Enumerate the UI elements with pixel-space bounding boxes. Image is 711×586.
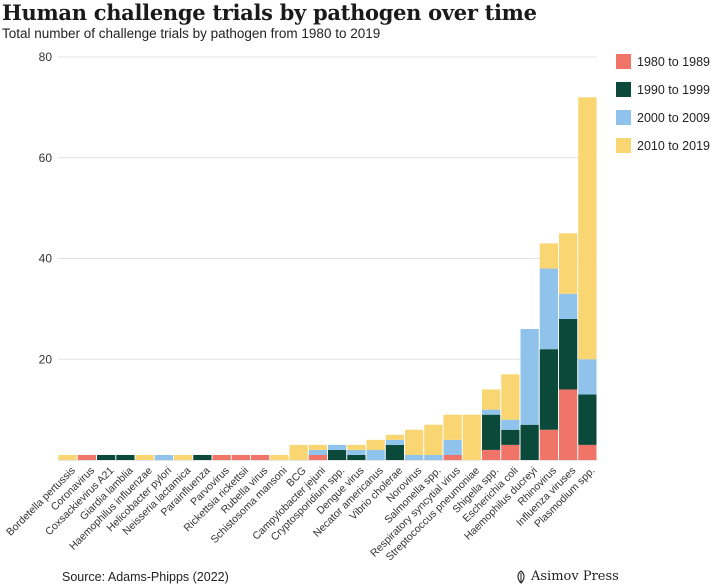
- bar-segment: [539, 268, 558, 350]
- bar-segment: [578, 444, 597, 460]
- bar-segment: [405, 454, 424, 460]
- bar-segment: [193, 454, 212, 460]
- legend-item: 1980 to 1989: [616, 54, 710, 69]
- bar-segment: [443, 454, 462, 460]
- bar-segment: [251, 454, 270, 460]
- bar-segment: [578, 394, 597, 445]
- bar-segment: [212, 454, 231, 460]
- bar-segment: [385, 444, 404, 460]
- bar-segment: [154, 454, 173, 460]
- legend-item: 2000 to 2009: [616, 110, 710, 125]
- bar-segment: [482, 409, 501, 415]
- bar-segment: [501, 444, 520, 460]
- bar-segment: [116, 454, 135, 460]
- bar-segment: [97, 454, 116, 460]
- y-tick-label: 20: [39, 352, 53, 366]
- legend-swatch: [616, 82, 631, 97]
- bar-segment: [520, 329, 539, 425]
- bar-segment: [462, 414, 481, 460]
- bar-segment: [559, 318, 578, 390]
- bar-segment: [443, 414, 462, 440]
- legend-swatch: [616, 54, 631, 69]
- legend-label: 2010 to 2019: [637, 138, 710, 153]
- bar-segment: [366, 439, 385, 450]
- bar-segment: [347, 444, 366, 450]
- bar-segment: [270, 454, 289, 460]
- y-tick-label: 80: [39, 50, 53, 64]
- bar-segment: [347, 454, 366, 460]
- x-tick-labels: Bordetella pertussisCoronavirusCoxsackie…: [4, 465, 597, 564]
- bar-segment: [539, 349, 558, 430]
- bars: [58, 97, 597, 460]
- y-tick-label: 60: [39, 151, 53, 165]
- legend-item: 2010 to 2019: [616, 138, 710, 153]
- bar-segment: [520, 424, 539, 460]
- bar-segment: [308, 454, 327, 460]
- bar-segment: [308, 449, 327, 455]
- legend-label: 1980 to 1989: [637, 54, 710, 69]
- bar-segment: [482, 414, 501, 450]
- brand-logo: Asimov Press: [515, 569, 619, 584]
- bar-segment: [482, 449, 501, 460]
- bar-segment: [58, 454, 77, 460]
- bar-segment: [385, 434, 404, 440]
- bar-segment: [405, 429, 424, 455]
- legend-item: 1990 to 1999: [616, 82, 710, 97]
- bar-segment: [328, 444, 347, 450]
- bar-segment: [482, 389, 501, 410]
- chart-title: Human challenge trials by pathogen over …: [2, 0, 537, 25]
- bar-segment: [559, 293, 578, 319]
- source-note: Source: Adams-Phipps (2022): [62, 570, 229, 584]
- bar-segment: [578, 359, 597, 395]
- bar-segment: [539, 243, 558, 269]
- y-tick-label: 40: [39, 252, 53, 266]
- bar-segment: [501, 374, 520, 420]
- bar-segment: [424, 454, 443, 460]
- bar-segment: [559, 233, 578, 294]
- bar-segment: [231, 454, 250, 460]
- bar-segment: [559, 389, 578, 460]
- bar-segment: [77, 454, 96, 460]
- legend-swatch: [616, 110, 631, 125]
- bar-segment: [539, 429, 558, 460]
- bar-segment: [366, 449, 385, 460]
- bar-segment: [347, 449, 366, 455]
- bar-segment: [328, 449, 347, 460]
- bar-segment: [501, 419, 520, 430]
- bar-segment: [135, 454, 154, 460]
- bar-segment: [174, 454, 193, 460]
- legend-swatch: [616, 138, 631, 153]
- bar-segment: [385, 439, 404, 445]
- bar-segment: [501, 429, 520, 445]
- legend-label: 1990 to 1999: [637, 82, 710, 97]
- chart-subtitle: Total number of challenge trials by path…: [2, 26, 381, 41]
- bar-segment: [289, 444, 308, 460]
- legend-label: 2000 to 2009: [637, 110, 710, 125]
- bar-segment: [443, 439, 462, 455]
- asimov-leaf-icon: [517, 569, 525, 584]
- y-tick-labels: 20 40 60 80: [39, 50, 53, 366]
- bar-segment: [308, 444, 327, 450]
- bar-segment: [424, 424, 443, 455]
- brand-name: Asimov Press: [531, 569, 619, 584]
- bar-segment: [578, 97, 597, 360]
